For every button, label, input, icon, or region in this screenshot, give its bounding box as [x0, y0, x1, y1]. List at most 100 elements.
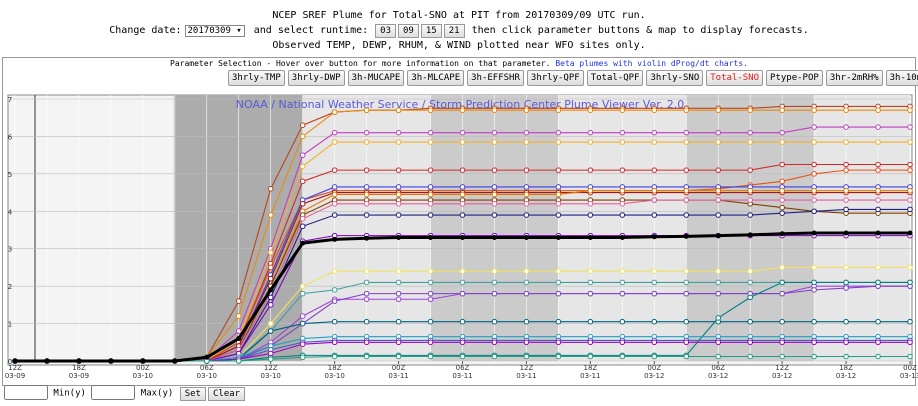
data-point: [875, 197, 881, 203]
data-point: [555, 318, 562, 325]
data-point: [779, 339, 785, 346]
parameter-button[interactable]: Total-SNO: [706, 70, 764, 86]
parameter-button[interactable]: 3hrly-SNO: [646, 70, 704, 86]
data-point: [747, 107, 753, 114]
parameter-button[interactable]: 3hrly-DWP: [287, 70, 345, 86]
data-point: [395, 339, 402, 346]
parameter-button[interactable]: 3h-MUCAPE: [347, 70, 405, 86]
parameter-button[interactable]: 3hr-2mRH%: [825, 70, 883, 86]
data-point: [427, 184, 434, 190]
data-point: [843, 279, 849, 286]
data-point: [587, 129, 594, 136]
data-point: [619, 279, 626, 286]
data-point: [875, 264, 881, 271]
x-tick-label: 03-10: [197, 372, 217, 380]
data-point: [459, 353, 466, 360]
data-point: [491, 339, 498, 346]
x-tick-label: 03-09: [5, 372, 25, 380]
data-point: [299, 152, 306, 158]
x-tick-label: 03-12: [708, 372, 728, 380]
data-point: [619, 234, 625, 240]
parameter-button[interactable]: 3hrly-TMP: [228, 70, 285, 86]
data-point: [396, 234, 402, 240]
max-label: Max(y): [140, 388, 174, 399]
runtime-buttons: 03 09 15 21: [374, 24, 465, 38]
data-point: [44, 358, 50, 364]
parameter-button[interactable]: Total-QPF: [586, 70, 644, 86]
data-point: [459, 212, 466, 218]
data-point: [267, 186, 274, 192]
data-point: [811, 318, 817, 325]
runtime-button[interactable]: 09: [398, 24, 419, 38]
max-input[interactable]: [91, 385, 136, 400]
data-point: [811, 107, 817, 114]
data-point: [779, 107, 785, 114]
data-point: [715, 107, 722, 114]
data-point: [907, 353, 913, 360]
data-point: [811, 171, 817, 177]
data-point: [395, 318, 402, 325]
data-point: [427, 191, 434, 198]
data-point: [427, 279, 434, 286]
y-tick-label: 5: [8, 171, 12, 179]
clear-button[interactable]: Clear: [207, 386, 246, 401]
data-point: [715, 233, 721, 239]
data-point: [747, 129, 753, 136]
beta-link[interactable]: Beta plumes with violin dProg/dt charts.: [555, 59, 748, 68]
data-point: [907, 339, 913, 346]
parameter-button[interactable]: 3hrly-QPF: [526, 70, 584, 86]
x-tick-label: 18Z: [584, 364, 598, 372]
data-point: [651, 290, 658, 297]
data-point: [459, 201, 466, 207]
parameter-button[interactable]: 3h-MLCAPE: [407, 70, 465, 86]
data-point: [555, 268, 562, 274]
data-point: [555, 279, 562, 286]
min-input[interactable]: [4, 385, 48, 400]
date-select[interactable]: 20170309: [184, 25, 245, 37]
data-point: [267, 328, 274, 334]
data-point: [267, 320, 274, 327]
data-point: [587, 167, 594, 173]
data-point: [619, 107, 626, 114]
data-point: [395, 290, 402, 297]
runtime-button[interactable]: 03: [375, 24, 397, 38]
min-label: Min(y): [53, 388, 86, 399]
y-tick-label: 6: [8, 133, 13, 141]
data-point: [523, 279, 530, 286]
data-point: [395, 279, 402, 286]
runtime-button[interactable]: 21: [443, 24, 465, 38]
data-point: [555, 107, 562, 114]
data-point: [843, 206, 849, 213]
data-point: [843, 339, 849, 346]
data-point: [715, 212, 722, 218]
data-point: [523, 129, 530, 136]
data-point: [172, 358, 178, 364]
data-point: [843, 353, 849, 360]
runtime-button[interactable]: 15: [420, 24, 442, 38]
set-button[interactable]: Set: [179, 386, 206, 401]
parameter-button[interactable]: Ptype-POP: [766, 70, 823, 86]
data-point: [427, 318, 434, 325]
data-point: [427, 212, 434, 218]
data-point: [267, 264, 274, 271]
data-point: [459, 268, 466, 274]
data-point: [843, 264, 849, 271]
data-point: [651, 268, 658, 274]
data-point: [779, 353, 785, 360]
data-point: [204, 354, 210, 360]
data-point: [875, 139, 881, 145]
parameter-button[interactable]: 3h-EFFSHR: [467, 70, 524, 86]
parameter-button[interactable]: 3h-10mWND: [885, 70, 918, 86]
data-point: [683, 318, 690, 325]
data-point: [459, 191, 466, 198]
data-point: [395, 167, 402, 173]
data-point: [363, 279, 370, 286]
data-point: [332, 236, 338, 242]
data-point: [619, 268, 626, 274]
x-tick-label: 12Z: [775, 364, 789, 372]
data-point: [651, 234, 657, 240]
data-point: [363, 212, 370, 218]
x-tick-label: 18Z: [72, 364, 86, 372]
data-point: [331, 287, 338, 293]
data-point: [843, 187, 849, 194]
